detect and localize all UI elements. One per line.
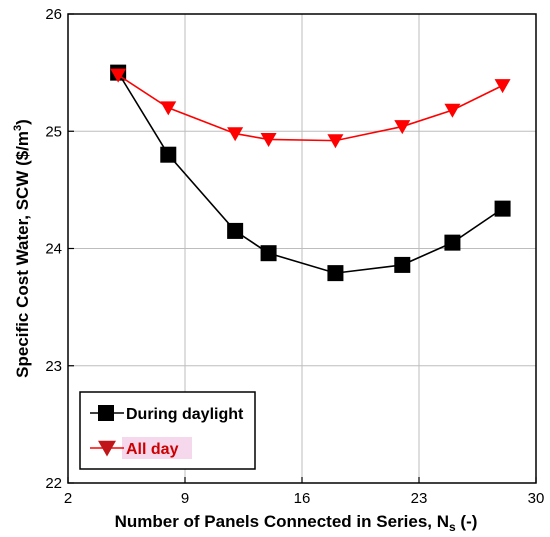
data-point-triangle bbox=[160, 101, 177, 116]
y-axis-title-suffix: ) bbox=[13, 119, 32, 125]
data-point-square bbox=[494, 200, 511, 217]
x-axis-title: Number of Panels Connected in Series, Ns… bbox=[115, 512, 478, 534]
series-line bbox=[117, 72, 504, 274]
y-tick-label: 25 bbox=[45, 123, 62, 140]
x-axis-title-main: Number of Panels Connected in Series, N bbox=[115, 512, 449, 531]
tick-labels: 2 9 16 23 30 22 23 24 25 26 bbox=[45, 6, 544, 507]
legend-label-highlight bbox=[122, 437, 192, 459]
y-tick-label: 23 bbox=[45, 358, 62, 375]
data-point-square bbox=[227, 222, 244, 239]
y-axis-title-main: Specific Cost Water, SCW ($/m bbox=[13, 131, 32, 378]
x-tick-label: 16 bbox=[294, 490, 311, 507]
x-tick-label: 2 bbox=[64, 490, 72, 507]
y-axis-title-superscript: 3 bbox=[12, 125, 24, 131]
x-axis-title-subscript: s bbox=[449, 520, 456, 534]
legend-label-during-daylight: During daylight bbox=[126, 406, 244, 423]
legend-marker-triangle-down bbox=[98, 440, 116, 457]
legend-item-all-day: All day bbox=[90, 437, 192, 459]
legend-item-during-daylight: During daylight bbox=[90, 405, 244, 423]
y-tick-label: 22 bbox=[45, 475, 62, 492]
data-point-square bbox=[160, 146, 177, 163]
data-point-square bbox=[327, 265, 344, 282]
series-all-day bbox=[110, 68, 511, 149]
series-line bbox=[117, 74, 503, 142]
y-tick-label: 26 bbox=[45, 6, 62, 23]
data-point-square bbox=[444, 234, 461, 251]
series-during-daylight bbox=[110, 64, 511, 282]
x-axis-title-suffix: (-) bbox=[456, 512, 478, 531]
data-point-triangle bbox=[327, 134, 344, 149]
data-point-triangle bbox=[110, 68, 127, 83]
data-point-triangle bbox=[227, 127, 244, 142]
x-tick-label: 23 bbox=[411, 490, 428, 507]
series-layer bbox=[110, 64, 511, 282]
data-point-square bbox=[260, 245, 277, 262]
data-point-triangle bbox=[444, 103, 461, 118]
legend-label-all-day: All day bbox=[126, 441, 179, 458]
x-tick-label: 30 bbox=[528, 490, 545, 507]
x-tick-label: 9 bbox=[181, 490, 189, 507]
y-axis-title: Specific Cost Water, SCW ($/m3) bbox=[12, 119, 32, 378]
legend-marker-square bbox=[98, 405, 114, 421]
data-point-triangle bbox=[260, 133, 277, 148]
y-tick-label: 24 bbox=[45, 241, 62, 258]
data-point-square bbox=[394, 256, 411, 273]
data-point-triangle bbox=[494, 79, 511, 94]
data-point-triangle bbox=[394, 120, 411, 135]
legend: During daylight All day bbox=[79, 391, 256, 470]
